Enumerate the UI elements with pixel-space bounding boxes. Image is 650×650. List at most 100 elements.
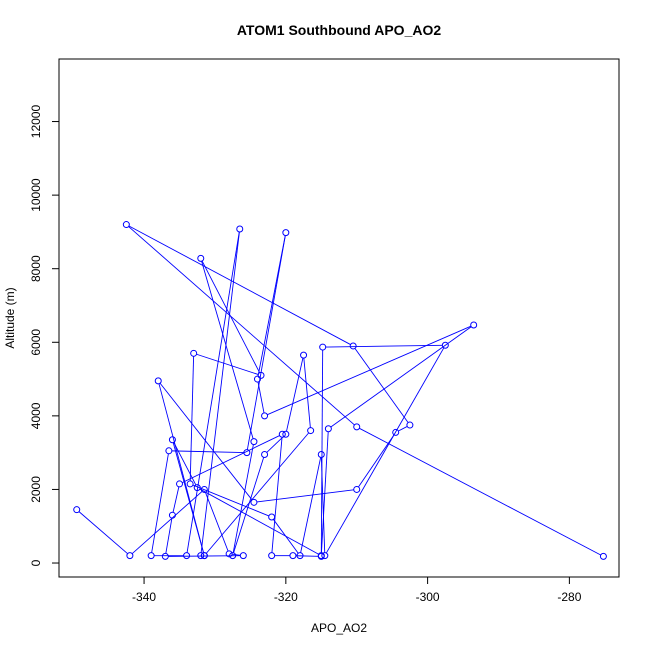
- series-segment: [78, 511, 128, 555]
- series-segment: [189, 356, 195, 481]
- data-point: [278, 430, 286, 438]
- series-segment: [320, 431, 329, 553]
- series-segment: [303, 358, 311, 428]
- data-point: [349, 342, 357, 350]
- series-segment: [300, 457, 322, 553]
- y-axis-label: Altitude (m): [3, 287, 17, 348]
- series-segment: [200, 231, 240, 553]
- data-point: [154, 377, 162, 385]
- series-segment: [358, 434, 395, 488]
- data-point: [300, 351, 308, 359]
- series-segment: [257, 381, 265, 414]
- data-point: [168, 436, 176, 444]
- series-segment: [266, 435, 284, 453]
- series-segment: [325, 347, 445, 554]
- data-point: [190, 349, 198, 357]
- data-point: [236, 225, 244, 233]
- y-tick-label: 10000: [29, 178, 43, 212]
- data-point: [296, 552, 304, 560]
- data-point: [122, 221, 130, 229]
- series-segment: [204, 492, 229, 552]
- series-segment: [131, 491, 203, 555]
- data-point: [317, 450, 325, 458]
- data-point: [250, 498, 258, 506]
- y-axis: 0 2000 4000 6000 8000 10000 12000: [29, 105, 59, 566]
- data-point: [250, 438, 258, 446]
- series-segment: [168, 555, 241, 557]
- x-tick-label: -280: [557, 590, 581, 604]
- data-point: [165, 447, 173, 455]
- data-point: [324, 425, 332, 433]
- series-segment: [182, 435, 280, 484]
- data-point: [406, 421, 414, 429]
- data-point: [200, 552, 208, 560]
- x-tick-label: -340: [132, 590, 156, 604]
- data-point: [282, 430, 290, 438]
- y-tick-label: 4000: [29, 402, 43, 429]
- y-tick-label: 6000: [29, 329, 43, 356]
- series-segment: [128, 225, 351, 345]
- series-segment: [172, 486, 180, 513]
- data-point: [257, 371, 265, 379]
- y-tick-label: 2000: [29, 476, 43, 503]
- x-axis: -340 -320 -300 -280: [132, 577, 582, 604]
- series-segment: [159, 382, 253, 501]
- series-segment: [172, 442, 204, 553]
- data-point: [183, 552, 191, 560]
- data-point: [282, 229, 290, 237]
- series-segment: [151, 453, 169, 553]
- series-group: [73, 221, 607, 560]
- data-point: [317, 552, 325, 560]
- data-point: [73, 506, 81, 514]
- series-segment: [233, 457, 265, 553]
- data-point: [307, 427, 315, 435]
- series-segment: [232, 553, 241, 556]
- series-segment: [295, 555, 319, 557]
- data-point: [441, 341, 449, 349]
- data-point: [229, 552, 237, 560]
- data-point: [239, 552, 247, 560]
- data-point: [261, 450, 269, 458]
- data-point: [168, 511, 176, 519]
- y-tick-label: 8000: [29, 255, 43, 282]
- series-segment: [171, 450, 244, 454]
- data-point: [126, 552, 134, 560]
- data-point: [243, 449, 251, 457]
- data-point: [147, 552, 155, 560]
- x-axis-label: APO_AO2: [311, 621, 367, 635]
- data-point: [197, 254, 205, 262]
- series-segment: [192, 484, 270, 517]
- data-point: [200, 485, 208, 493]
- series-segment: [173, 442, 197, 486]
- series-segment: [205, 432, 310, 554]
- series-segment: [232, 444, 254, 553]
- series-segment: [271, 437, 283, 553]
- data-point: [392, 428, 400, 436]
- data-point: [321, 552, 329, 560]
- x-tick-label: -320: [274, 590, 298, 604]
- chart-title: ATOM1 Southbound APO_AO2: [237, 22, 442, 38]
- data-point: [176, 480, 184, 488]
- data-point: [289, 552, 297, 560]
- plot-frame: [58, 58, 620, 578]
- series-segment: [325, 344, 443, 348]
- data-point: [319, 343, 327, 351]
- series-segment: [273, 519, 299, 554]
- series-segment: [286, 357, 304, 432]
- series-segment: [128, 226, 355, 426]
- y-tick-label: 0: [29, 559, 43, 566]
- data-point: [353, 485, 361, 493]
- series-segment: [354, 348, 409, 423]
- data-point: [193, 484, 201, 492]
- series-segment: [398, 426, 408, 432]
- data-point: [186, 480, 194, 488]
- data-point: [268, 552, 276, 560]
- series-segment: [165, 518, 173, 554]
- data-point: [268, 513, 276, 521]
- series-segment: [359, 427, 601, 556]
- data-point: [253, 375, 261, 383]
- series-segment: [199, 488, 319, 555]
- data-point: [353, 423, 361, 431]
- data-point: [197, 552, 205, 560]
